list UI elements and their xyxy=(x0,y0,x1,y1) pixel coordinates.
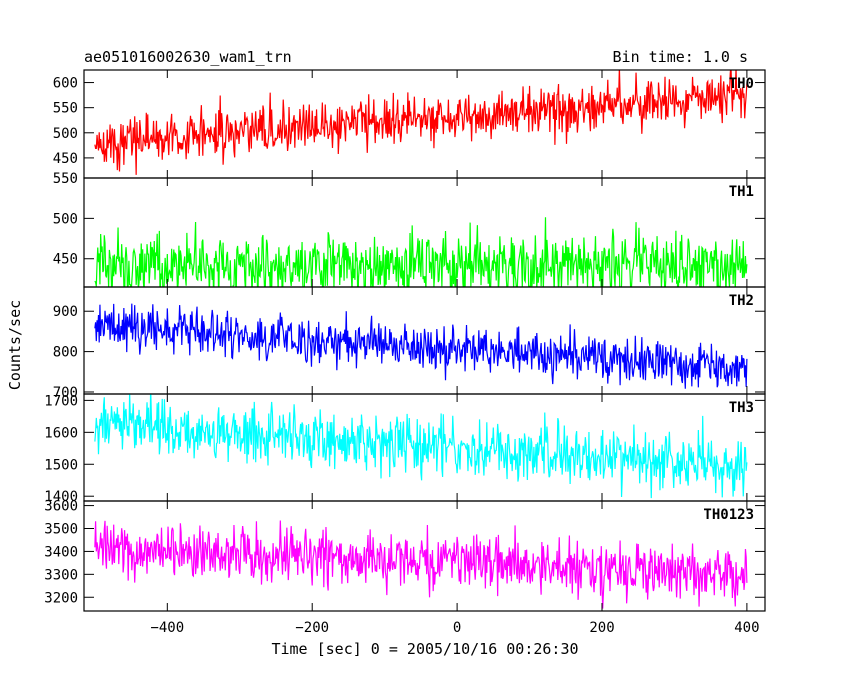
y-tick-label: 1700 xyxy=(44,393,78,409)
panel-frame xyxy=(83,69,766,179)
y-tick-label: 700 xyxy=(53,385,78,401)
series-th0123 xyxy=(94,520,748,609)
y-tick-label: 1400 xyxy=(44,489,78,505)
panel-name-label: TH0123 xyxy=(703,507,754,523)
panel-name-label: TH0 xyxy=(729,76,754,92)
panel-th1: 450 500 550 TH1 xyxy=(53,171,766,288)
y-tick-label: 3300 xyxy=(44,567,78,583)
y-tick-label: 800 xyxy=(53,345,78,361)
panels-group: 450 500 550 600 TH0 450 500 550 TH1 700 800 900 TH2 1… xyxy=(44,69,766,636)
panel-th3: 1400 1500 1600 1700 TH3 xyxy=(44,393,766,505)
series-th3 xyxy=(94,394,748,499)
y-tick-label: 3400 xyxy=(44,544,78,560)
y-tick-label: 550 xyxy=(53,171,78,187)
x-tick-label: −200 xyxy=(295,620,329,636)
bin-time-label: Bin time: 1.0 s xyxy=(613,48,748,66)
x-tick-label: 0 xyxy=(453,620,461,636)
panel-th0123: 3200 3300 3400 3500 3600 TH0123 xyxy=(44,499,766,612)
x-axis-label: Time [sec] 0 = 2005/10/16 00:26:30 xyxy=(271,640,578,658)
x-tick-label: 200 xyxy=(589,620,614,636)
y-tick-label: 550 xyxy=(53,101,78,117)
series-th1 xyxy=(94,217,748,287)
series-th2 xyxy=(94,303,748,389)
panel-frame xyxy=(83,500,766,612)
panel-name-label: TH2 xyxy=(729,293,754,309)
y-axis-label: Counts/sec xyxy=(6,300,24,390)
panel-th2: 700 800 900 TH2 xyxy=(53,286,766,401)
series-th0 xyxy=(94,70,748,175)
panel-th0: 450 500 550 600 TH0 xyxy=(53,69,766,179)
panel-name-label: TH3 xyxy=(729,400,754,416)
y-tick-label: 1500 xyxy=(44,457,78,473)
y-tick-label: 1600 xyxy=(44,425,78,441)
y-tick-label: 600 xyxy=(53,76,78,92)
x-tick-label: 400 xyxy=(734,620,759,636)
panel-name-label: TH1 xyxy=(729,184,754,200)
chart-title: ae051016002630_wam1_trn xyxy=(84,48,292,66)
y-tick-label: 3500 xyxy=(44,522,78,538)
y-tick-label: 3200 xyxy=(44,590,78,606)
y-tick-label: 3600 xyxy=(44,499,78,515)
y-tick-label: 500 xyxy=(53,126,78,142)
y-tick-label: 900 xyxy=(53,304,78,320)
y-tick-label: 450 xyxy=(53,252,78,268)
x-axis: −400 −200 0 200 400 xyxy=(150,620,759,636)
y-tick-label: 500 xyxy=(53,211,78,227)
y-tick-label: 450 xyxy=(53,151,78,167)
x-tick-label: −400 xyxy=(150,620,184,636)
